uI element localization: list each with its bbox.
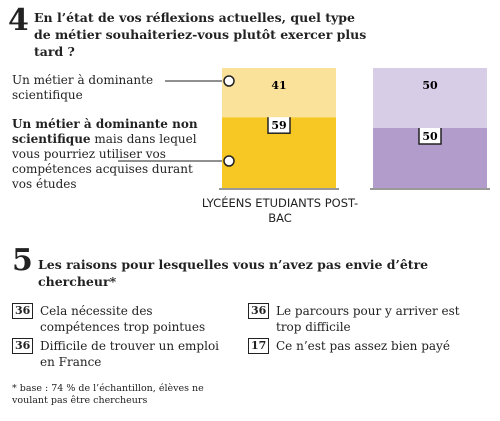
- item-value: 36: [12, 338, 34, 354]
- item-value: 36: [12, 303, 34, 319]
- legend-non-scientific: Un métier à dominante non scientifique m…: [12, 117, 212, 192]
- item-label: Difficile de trouver un emploi en France: [40, 339, 220, 369]
- item-value: 17: [248, 338, 270, 354]
- legend-rest: mais dans lequel vous pourriez utiliser …: [12, 132, 197, 191]
- leader-dot: [223, 155, 235, 167]
- item-label: Ce n’est pas assez bien payé: [276, 339, 450, 353]
- item-value: 36: [248, 303, 270, 319]
- bar-segment: [222, 68, 336, 118]
- question: En l’état de vos réflexions actuelles, q…: [34, 10, 367, 59]
- value-label: 41: [271, 79, 286, 92]
- item-label: Le parcours pour y arriver est trop diff…: [276, 304, 460, 334]
- section-number: 5: [12, 243, 33, 278]
- chart: 59 41 50 50: [118, 68, 490, 190]
- category: LYCÉENS: [201, 196, 252, 210]
- category: ETUDIANTS POST-BAC: [255, 196, 359, 225]
- legend-bold: Un métier à dominante non scientifique: [12, 117, 198, 146]
- section-number: 4: [8, 3, 29, 38]
- legend-scientific: Un métier à dominante scientifique: [12, 73, 154, 102]
- bar-segment: [373, 68, 487, 128]
- item-label: Cela nécessite des compétences trop poin…: [40, 304, 206, 334]
- value-label: 59: [271, 119, 286, 132]
- section-title: Les raisons pour lesquelles vous n’avez …: [38, 257, 429, 289]
- category-labels: LYCÉENS ETUDIANTS POST-BAC: [200, 196, 360, 226]
- value-label: 50: [422, 79, 438, 92]
- value-label: 50: [422, 130, 438, 143]
- leader-dot: [223, 75, 235, 87]
- footnote: * base : 74 % de l’échantillon, élèves n…: [12, 383, 204, 406]
